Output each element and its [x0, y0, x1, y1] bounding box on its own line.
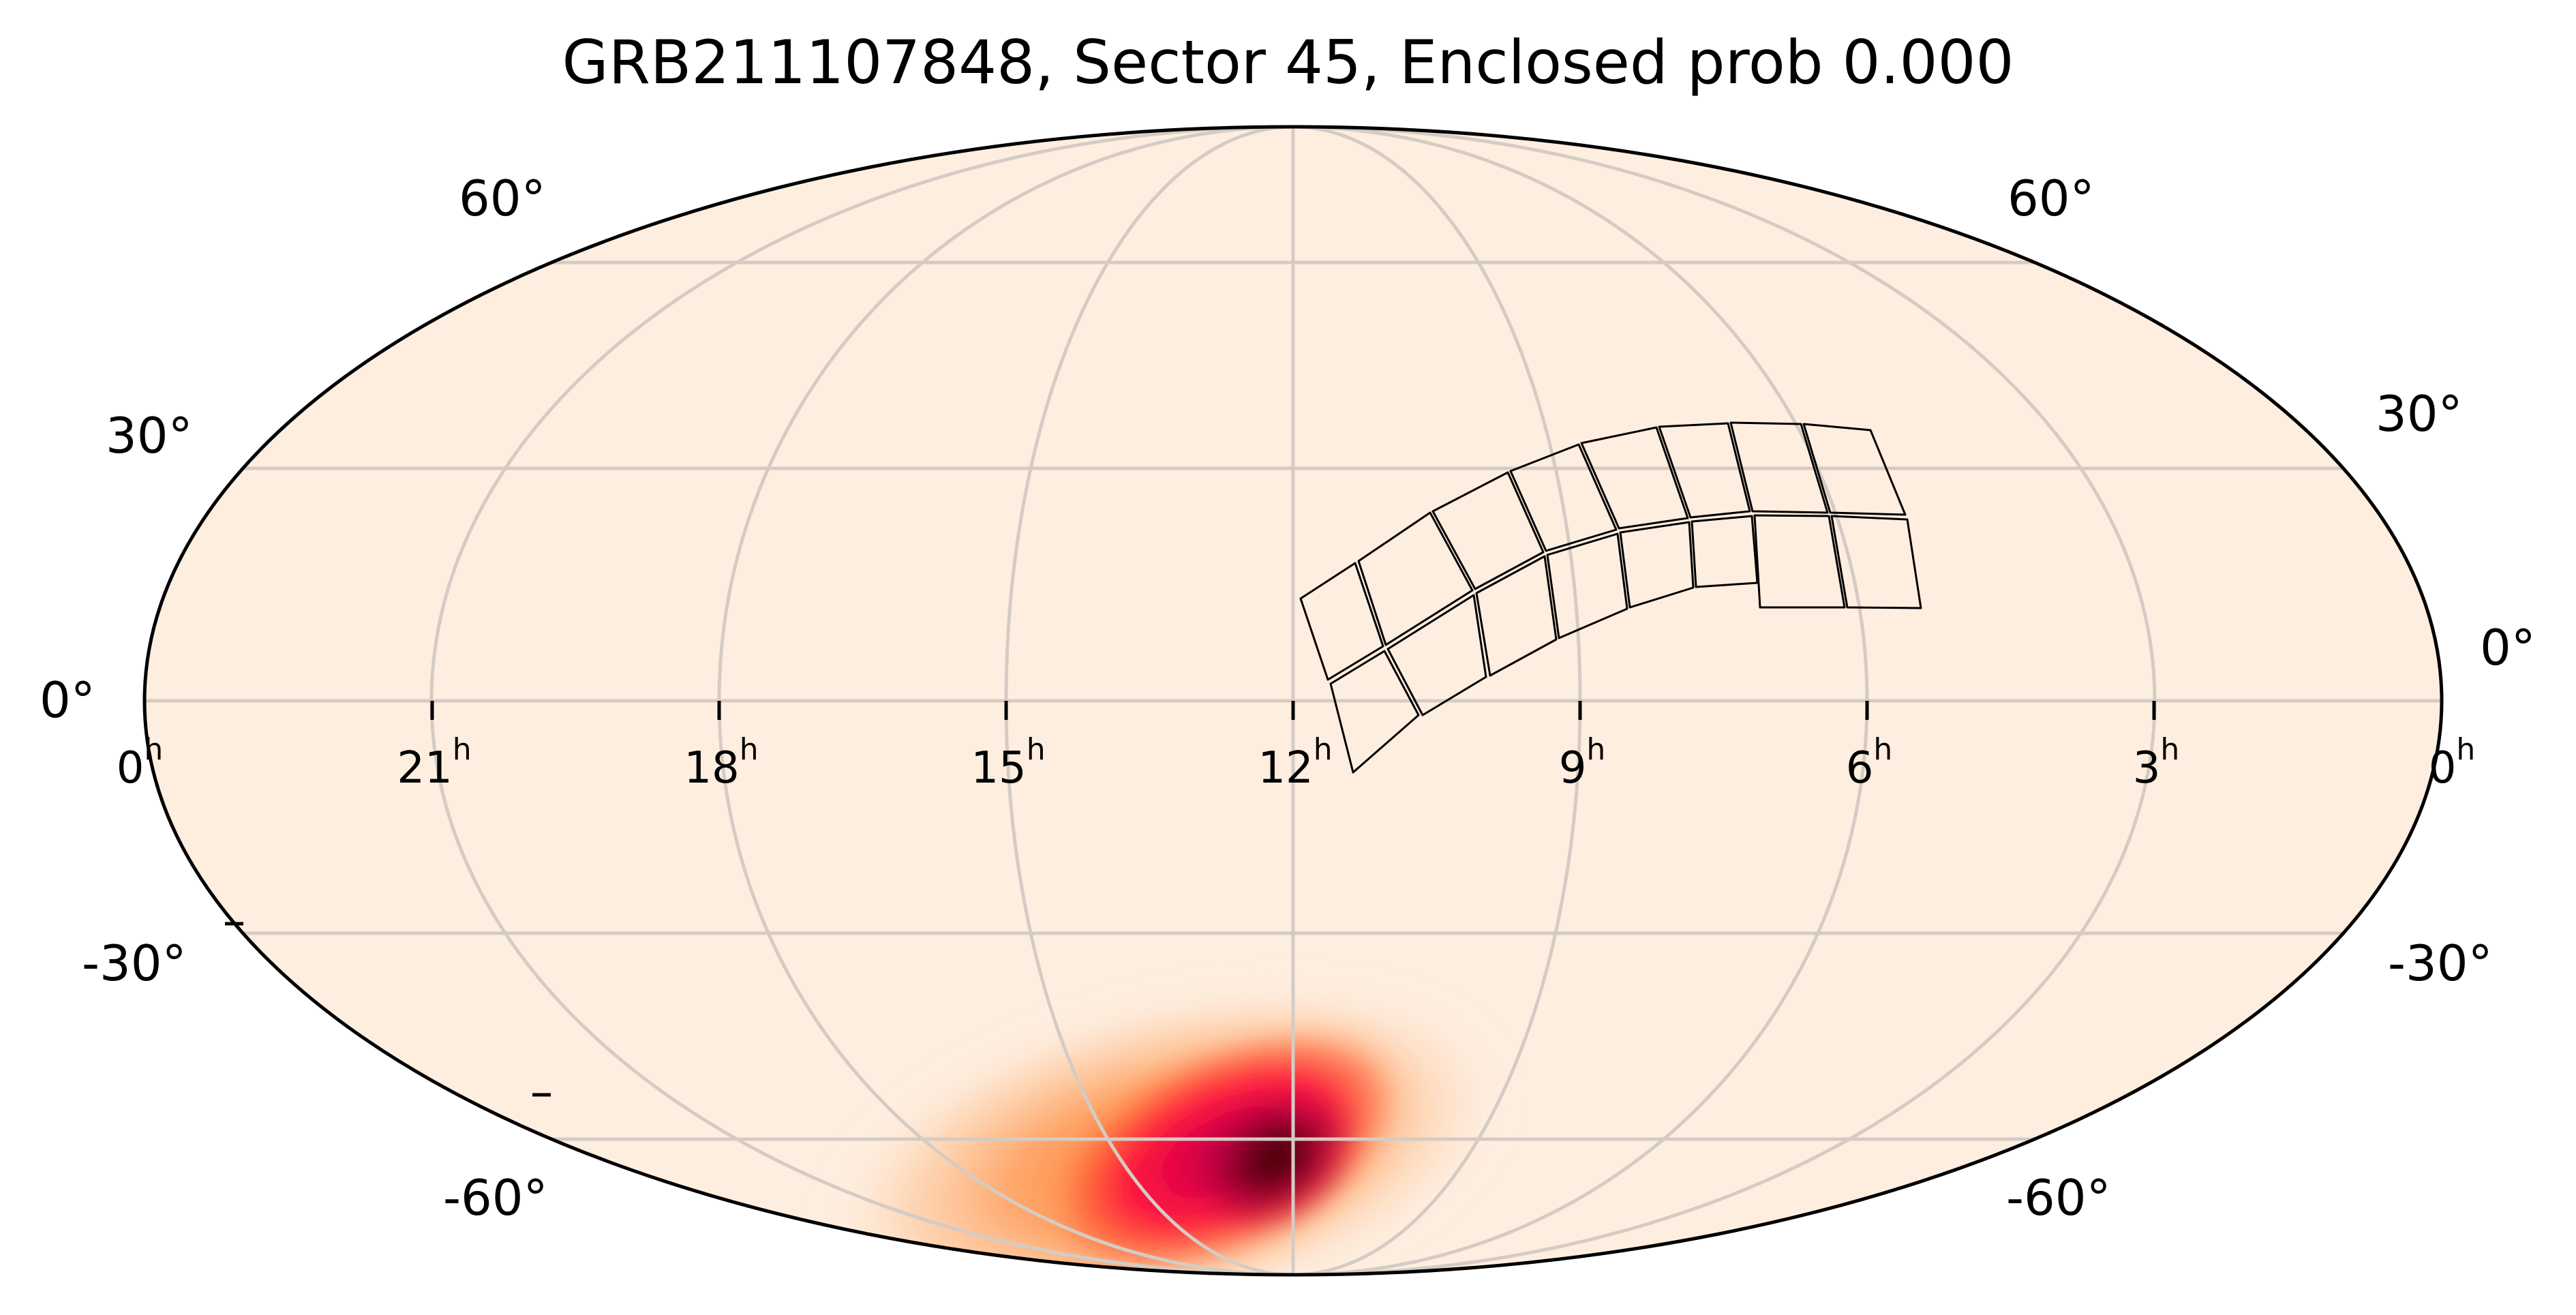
plot-boundary	[142, 125, 2444, 1277]
ccd-tile	[1830, 515, 1922, 609]
dec-label-minus30-left: -30°	[82, 935, 187, 992]
dec-ticks	[225, 922, 551, 1097]
dec-label-60-right: 60°	[2007, 170, 2095, 227]
ccd-tile	[1509, 443, 1618, 552]
ra-label-3h: 3h	[2133, 732, 2180, 793]
ra-label-21h: 21h	[397, 732, 471, 793]
dec-label-minus30-right: -30°	[2388, 935, 2493, 992]
dec-label-30-left: 30°	[106, 407, 193, 464]
probability-heatmap	[819, 978, 1512, 1275]
ra-label-12h: 12h	[1258, 732, 1332, 793]
ccd-tile	[1619, 521, 1695, 609]
dec-label-30-right: 30°	[2376, 385, 2463, 442]
ccd-tile	[1658, 422, 1751, 519]
ccd-tile	[1691, 515, 1759, 588]
dec-labels-right: 60° 30° 0° -30° -60°	[2006, 170, 2536, 1226]
dec-label-minus60-left: -60°	[443, 1169, 548, 1226]
chart-title: GRB211107848, Sector 45, Enclosed prob 0…	[562, 27, 2014, 97]
ccd-tile	[1729, 421, 1829, 514]
ccd-tile	[1546, 532, 1628, 639]
ra-labels: 0h 21h 18h 15h 12h 9h 6h 3h 0h	[117, 732, 2476, 793]
ra-label-18h: 18h	[684, 732, 758, 793]
ra-label-6h: 6h	[1846, 732, 1893, 793]
dec-label-minus60-right: -60°	[2006, 1169, 2111, 1226]
ccd-tile	[1475, 555, 1558, 677]
ccd-tile	[1580, 426, 1689, 530]
ra-label-0h-right: 0h	[2429, 732, 2476, 793]
ra-label-0h-left: 0h	[117, 732, 164, 793]
dec-label-0-left: 0°	[40, 671, 95, 729]
dec-label-60-left: 60°	[459, 170, 546, 227]
tess-footprint	[1299, 421, 1922, 774]
ra-label-9h: 9h	[1559, 732, 1606, 793]
ccd-tile	[1387, 594, 1487, 716]
dec-label-0-right: 0°	[2480, 619, 2536, 676]
ccd-tile	[1357, 511, 1474, 646]
ccd-tile	[1753, 514, 1846, 609]
ccd-tile	[1431, 471, 1545, 590]
ccd-tile	[1299, 562, 1384, 681]
ra-label-15h: 15h	[971, 732, 1045, 793]
ra-ticks	[430, 701, 2156, 720]
ccd-tile	[1802, 423, 1907, 516]
ccd-tile	[1329, 650, 1420, 774]
dec-labels-left: 60° 30° 0° -30° -60°	[40, 170, 548, 1226]
